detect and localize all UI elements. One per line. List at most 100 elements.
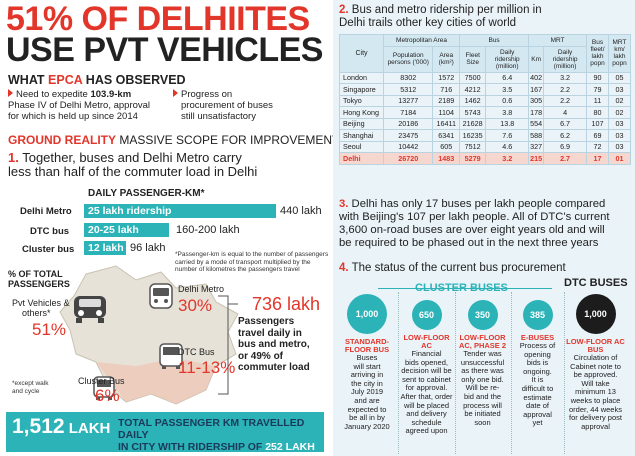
metro-train-icon [149, 283, 173, 309]
table-cell: 1462 [459, 94, 487, 107]
section3-text: 3. Delhi has only 17 buses per lakh peop… [339, 198, 631, 250]
procurement-text: yet [532, 418, 543, 428]
table-cell: 4 [543, 106, 587, 119]
procurement-text: the city in [351, 378, 383, 388]
table-cell: 3.2 [485, 152, 530, 165]
bus-count-circle: 1,000 [575, 294, 616, 334]
passengers-line: bus and metro, [238, 339, 310, 350]
table-cell: 6.4 [485, 71, 530, 84]
table-cell-city: Tokyo [339, 94, 384, 107]
headline: 51% OF DELHIITES USE PVT VEHICLES [6, 0, 323, 69]
section-text: with Beijing's 107 per lakh people. All … [339, 211, 610, 223]
table-cell-city: Singapore [339, 83, 384, 96]
triangle-bullet-icon [173, 89, 178, 97]
dtc-share-pct: 11-13% [178, 358, 236, 377]
table-row: Beijing 20186 16411 21628 13.8 554 6.7 107 03 [339, 117, 631, 130]
table-cell: 7.6 [485, 129, 530, 142]
total-passengers-line: % OF TOTAL [8, 269, 63, 279]
headline-line1: 51% OF DELHIITES [6, 0, 310, 38]
table-cell-city: Delhi [339, 152, 384, 165]
table-cell: 327 [528, 140, 545, 153]
procurement-text: only one bid. [461, 374, 504, 384]
table-cell: 2189 [432, 94, 461, 107]
pkm-footnote: *Passenger-km is equal to the number of … [175, 251, 329, 273]
procurement-title: LOW-FLOOR AC [566, 337, 625, 346]
procurement-column: 350 LOW-FLOOR AC, PHASE 2 Tender was unsucce… [455, 292, 509, 454]
table-cell: 5743 [459, 106, 487, 119]
table-cell: 23475 [382, 129, 434, 142]
table-cell: 2.2 [543, 83, 587, 96]
table-cell: 2.2 [543, 94, 587, 107]
procurement-text: for delivery post [569, 413, 622, 423]
total-pkm-unit: LAKH [64, 420, 111, 437]
bus-count-circle: 1,000 [347, 294, 387, 334]
table-cell: 305 [528, 94, 545, 107]
bar-cluster: 12 lakh [84, 241, 126, 255]
except-note-line: *except walk [12, 380, 49, 387]
table-cell: 1483 [432, 152, 461, 165]
table-cell: 716 [432, 83, 461, 96]
section-text: Delhi trails other key cities of world [339, 17, 517, 29]
except-note-line: and cycle [12, 387, 40, 395]
procurement-text: Financial [411, 349, 442, 358]
section2-title: 2. Bus and metro ridership per million i… [339, 4, 629, 30]
total-pkm-ridership: 252 LAKH [265, 441, 315, 453]
bullet-text: still unsatisfactory [181, 111, 256, 122]
pvt-vehicles-label: Pvt Vehicles & others* [12, 298, 70, 318]
table-cell: 6.2 [543, 129, 587, 142]
bullet-text: procurement of buses [181, 100, 273, 111]
procurement-text: Process of [519, 341, 556, 350]
th-fleet: Fleet Size [459, 45, 487, 73]
table-cell: 6.7 [543, 117, 587, 130]
procurement-text: as there was [461, 366, 504, 376]
procurement-text: order, 44 weeks [569, 404, 622, 414]
table-cell: 1572 [432, 71, 461, 84]
procurement-text: unsuccessful [460, 357, 505, 367]
procurement-text: will start [353, 361, 381, 371]
procurement-text: estimate [523, 392, 552, 402]
headline-line2: USE PVT VEHICLES [6, 31, 323, 69]
th-area: Area (km²) [432, 45, 461, 73]
dtc-share-label: DTC Bus [178, 347, 215, 357]
table-cell: 02 [608, 94, 631, 107]
th-bus-fleet: Bus fleet/ lakh popn [586, 34, 609, 73]
procurement-text: opening [524, 349, 551, 359]
passengers-line: travel daily in [238, 327, 302, 339]
table-cell: 4212 [459, 83, 487, 96]
procurement-text: bids is [526, 358, 549, 368]
table-cell: 554 [528, 117, 545, 130]
table-cell: 7500 [459, 71, 487, 84]
table-cell-city: Hong Kong [339, 106, 384, 119]
table-cell: 20186 [382, 117, 434, 130]
procurement-text: Circulation of [573, 353, 618, 362]
bar-label-dtc: DTC bus [30, 226, 70, 237]
procurement-text: approval [523, 409, 552, 419]
table-row: Delhi 26720 1483 5279 3.2 215 2.7 17 01 [339, 152, 631, 165]
procurement-text: for approval. [405, 383, 448, 393]
table-cell: 03 [608, 129, 631, 142]
table-cell: 21628 [459, 117, 487, 130]
table-cell: 26720 [382, 152, 434, 165]
procurement-text: Will be re- [465, 383, 500, 393]
procurement-text: decision will be [401, 366, 452, 376]
bullet-text: Progress on [181, 89, 233, 100]
table-cell: 72 [586, 140, 609, 153]
section-number: 1. [8, 150, 19, 165]
table-cell: 03 [608, 140, 631, 153]
total-pkm-line: IN CITY WITH RIDERSHIP OF [118, 441, 266, 453]
procurement-title: FLOOR BUS [344, 345, 390, 354]
section-text: The status of the current bus procuremen… [348, 262, 566, 274]
ridership-table-body: London 8302 1572 7500 6.4 402 3.2 90 05 Singapore… [339, 71, 631, 165]
bus-count-circle: 385 [522, 300, 553, 330]
procurement-text: Tender was [463, 349, 502, 358]
cluster-divider [378, 288, 552, 289]
pvt-line: others* [22, 308, 51, 318]
procurement-text: will be placed [403, 400, 450, 410]
table-cell: 178 [528, 106, 545, 119]
section-number: 3. [339, 198, 349, 210]
triangle-bullet-icon [8, 89, 13, 97]
procurement-text: sent to cabinet [402, 374, 451, 384]
procurement-title: BUS [587, 345, 604, 354]
section-text: Delhi has only 17 buses per lakh people … [348, 198, 606, 210]
dtc-bus-icon [159, 343, 183, 369]
